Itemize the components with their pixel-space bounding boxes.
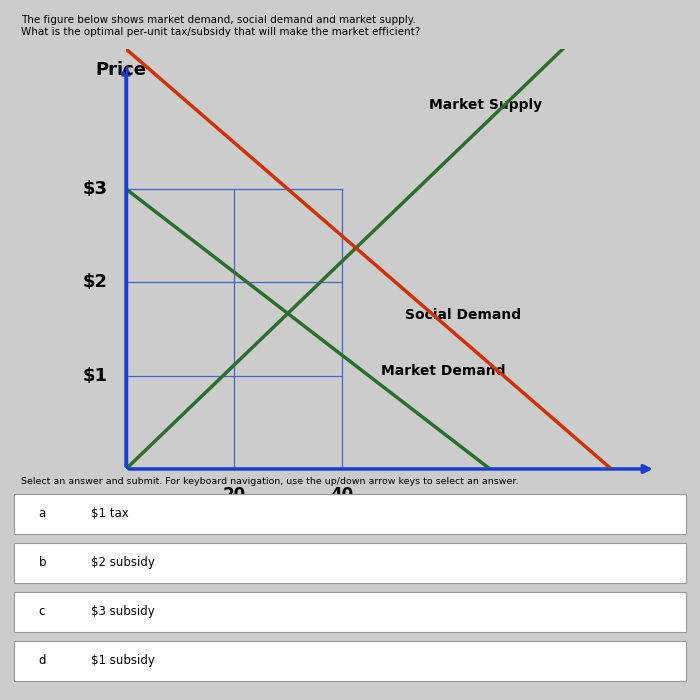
Text: $2 subsidy: $2 subsidy — [91, 556, 155, 569]
Text: Select an answer and submit. For keyboard navigation, use the up/down arrow keys: Select an answer and submit. For keyboar… — [21, 477, 519, 486]
Text: $3: $3 — [83, 180, 108, 198]
Text: The figure below shows market demand, social demand and market supply.: The figure below shows market demand, so… — [21, 15, 416, 25]
Text: d: d — [38, 654, 46, 667]
Text: Price: Price — [96, 61, 147, 79]
Text: $1: $1 — [83, 367, 108, 385]
Text: $2: $2 — [83, 273, 108, 291]
Text: Quantity: Quantity — [556, 505, 645, 522]
Text: Market Demand: Market Demand — [381, 364, 505, 378]
Text: What is the optimal per-unit tax/subsidy that will make the market efficient?: What is the optimal per-unit tax/subsidy… — [21, 27, 420, 36]
Text: Social Demand: Social Demand — [405, 308, 522, 322]
Text: b: b — [38, 556, 46, 569]
Text: 20: 20 — [223, 486, 246, 504]
Text: 40: 40 — [330, 486, 354, 504]
Text: Market Supply: Market Supply — [429, 98, 542, 112]
Text: c: c — [38, 606, 45, 618]
Text: $3 subsidy: $3 subsidy — [91, 606, 155, 618]
Text: a: a — [38, 508, 46, 520]
Text: $1 tax: $1 tax — [91, 508, 129, 520]
Text: $1 subsidy: $1 subsidy — [91, 654, 155, 667]
